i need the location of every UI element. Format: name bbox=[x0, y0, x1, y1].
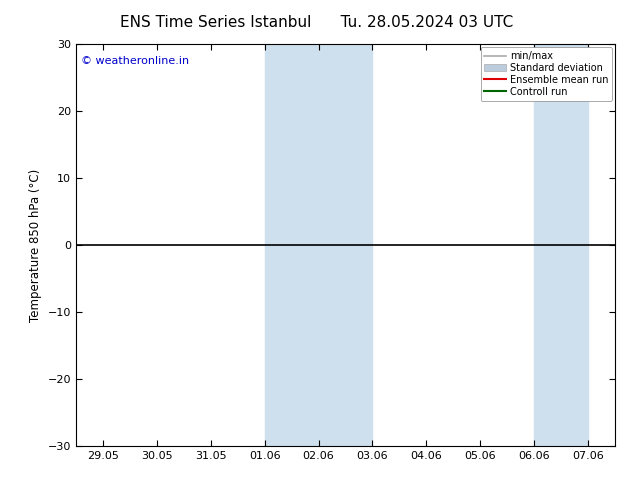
Text: © weatheronline.in: © weatheronline.in bbox=[81, 56, 190, 66]
Legend: min/max, Standard deviation, Ensemble mean run, Controll run: min/max, Standard deviation, Ensemble me… bbox=[481, 47, 612, 100]
Y-axis label: Temperature 850 hPa (°C): Temperature 850 hPa (°C) bbox=[29, 169, 42, 321]
Bar bbox=[534, 44, 588, 446]
Bar bbox=[265, 44, 373, 446]
Text: ENS Time Series Istanbul      Tu. 28.05.2024 03 UTC: ENS Time Series Istanbul Tu. 28.05.2024 … bbox=[120, 15, 514, 30]
